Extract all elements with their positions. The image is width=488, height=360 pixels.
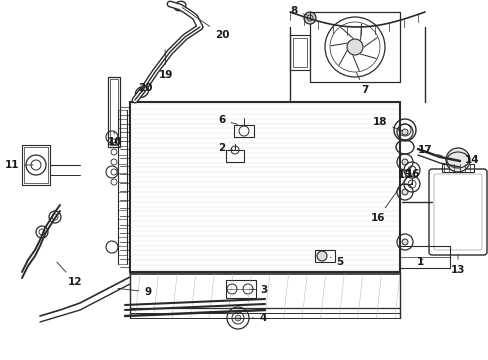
Text: 20: 20 xyxy=(138,83,152,93)
Bar xyxy=(314,250,334,262)
Circle shape xyxy=(401,239,407,245)
Text: 19: 19 xyxy=(159,50,173,80)
Text: 16: 16 xyxy=(405,169,419,179)
Bar xyxy=(309,12,399,82)
Bar xyxy=(108,77,120,147)
Circle shape xyxy=(346,39,362,55)
Bar xyxy=(234,125,253,137)
Bar xyxy=(292,38,306,67)
Text: 16: 16 xyxy=(370,172,409,223)
Circle shape xyxy=(401,129,407,135)
Circle shape xyxy=(401,189,407,195)
Text: 15: 15 xyxy=(397,170,411,184)
Text: 17: 17 xyxy=(417,145,442,156)
Text: 2: 2 xyxy=(218,143,232,153)
Bar xyxy=(110,79,118,145)
Text: 9: 9 xyxy=(118,287,151,297)
Circle shape xyxy=(304,12,315,24)
Bar xyxy=(24,147,48,183)
Circle shape xyxy=(235,315,241,321)
Circle shape xyxy=(401,159,407,165)
Text: 18: 18 xyxy=(372,117,402,131)
Bar xyxy=(22,145,50,185)
Text: 10: 10 xyxy=(107,132,122,147)
Text: 7: 7 xyxy=(356,72,368,95)
Text: 4: 4 xyxy=(251,313,266,323)
Text: 6: 6 xyxy=(218,115,237,125)
Text: 8: 8 xyxy=(290,6,307,16)
Text: 3: 3 xyxy=(250,285,267,295)
Bar xyxy=(441,164,473,172)
Text: 1: 1 xyxy=(415,257,423,267)
Text: 5: 5 xyxy=(330,257,343,267)
Text: 20: 20 xyxy=(182,8,229,40)
Circle shape xyxy=(445,148,469,172)
Text: 14: 14 xyxy=(459,155,478,170)
Bar xyxy=(225,280,256,298)
Circle shape xyxy=(316,251,326,261)
Bar xyxy=(399,246,449,268)
Bar xyxy=(289,35,309,70)
Text: 13: 13 xyxy=(450,255,464,275)
Text: 11: 11 xyxy=(5,160,33,170)
Text: 12: 12 xyxy=(57,262,82,287)
Bar xyxy=(225,150,244,162)
